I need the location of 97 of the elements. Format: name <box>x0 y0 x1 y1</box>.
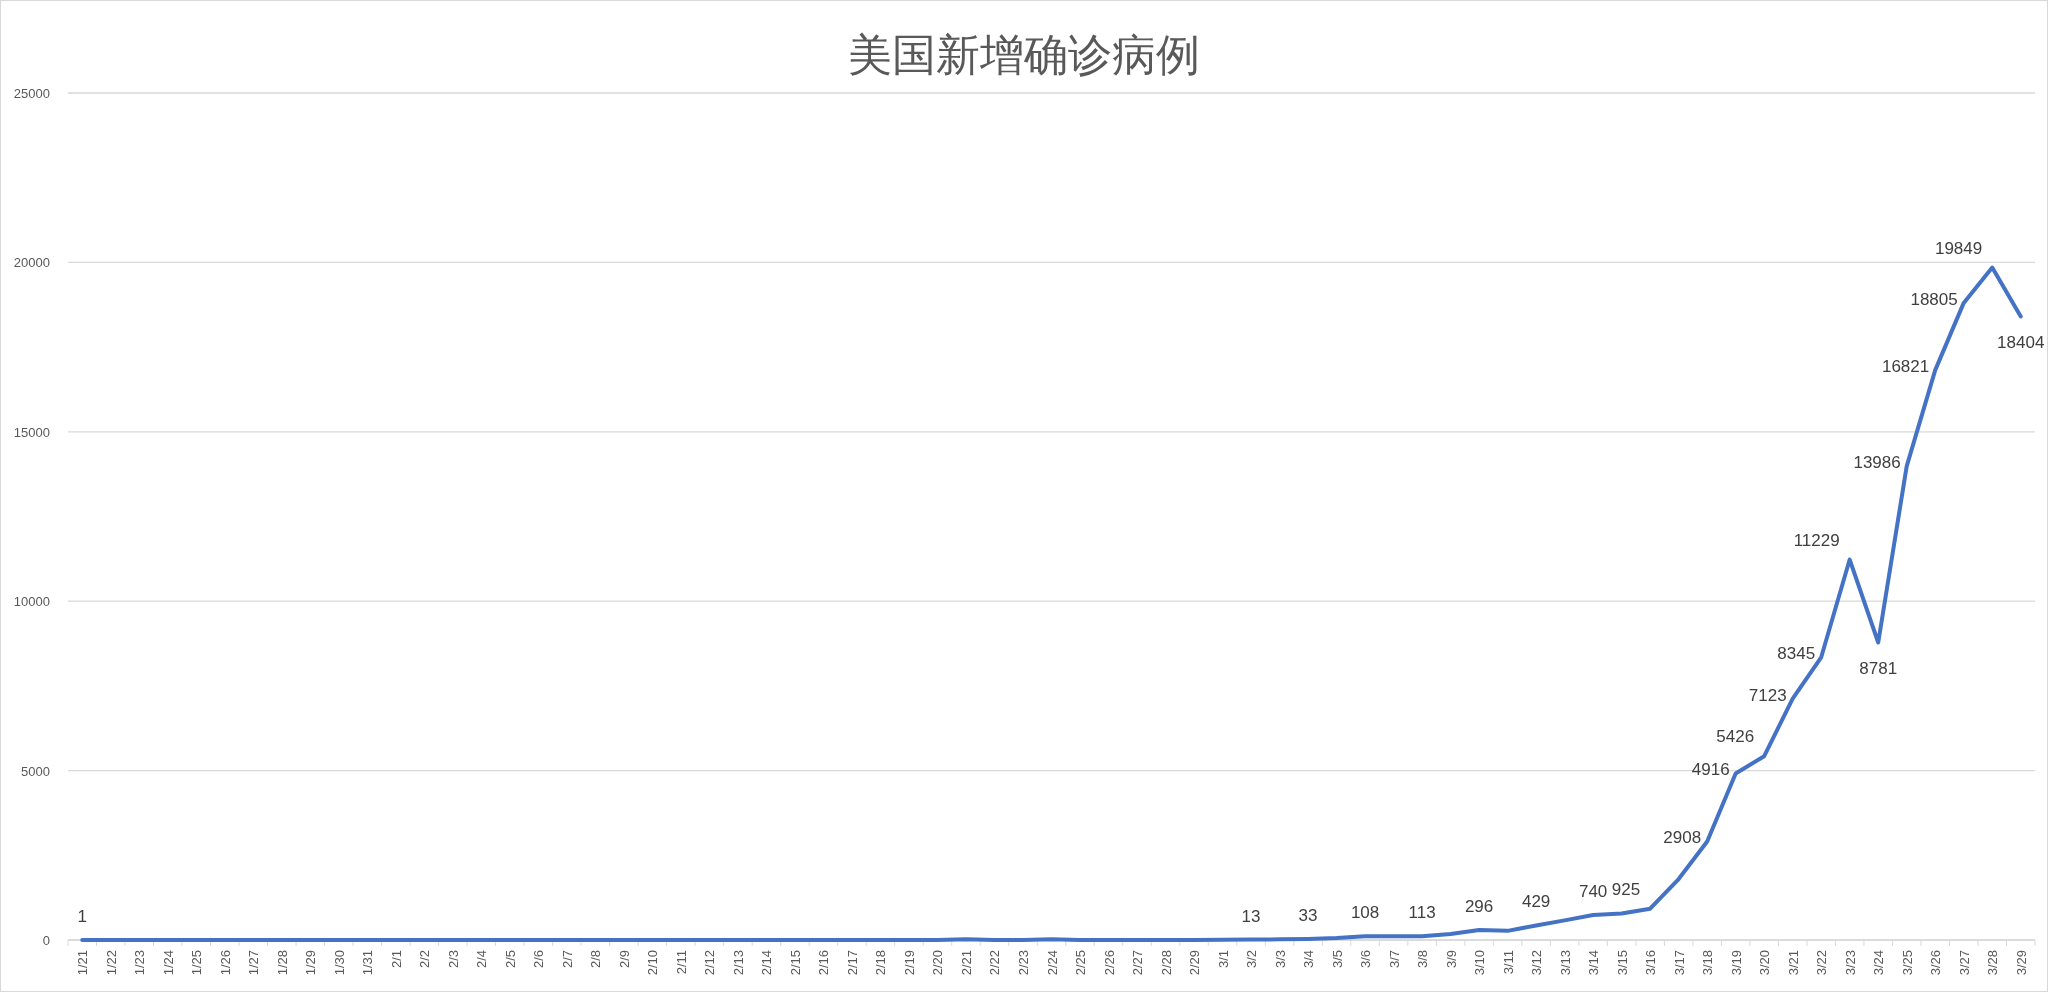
x-tick-label: 3/29 <box>2013 950 2029 976</box>
y-tick-label: 25000 <box>13 86 50 101</box>
x-tick-label: 3/1 <box>1215 950 1231 969</box>
x-tick-label: 2/8 <box>588 950 604 969</box>
x-tick-label: 1/29 <box>303 950 319 976</box>
x-tick-label: 3/6 <box>1358 950 1374 969</box>
x-tick-label: 3/15 <box>1614 950 1630 976</box>
chart-title: 美国新增确诊病例 <box>848 30 1200 79</box>
x-tick-label: 3/18 <box>1700 950 1716 976</box>
x-tick-label: 2/27 <box>1130 950 1146 976</box>
x-tick-label: 2/10 <box>645 950 661 976</box>
x-tick-label: 2/24 <box>1044 950 1060 976</box>
x-tick-label: 3/7 <box>1386 950 1402 969</box>
data-label: 108 <box>1350 903 1380 923</box>
x-tick-label: 1/26 <box>217 950 233 976</box>
x-tick-label: 3/27 <box>1956 950 1972 976</box>
x-tick-label: 3/25 <box>1899 950 1915 976</box>
data-label: 740 <box>1578 881 1608 901</box>
x-tick-label: 1/27 <box>246 950 262 976</box>
data-label: 429 <box>1521 892 1551 912</box>
data-label: 7123 <box>1748 685 1787 705</box>
data-label: 33 <box>1298 905 1318 925</box>
x-tick-label: 3/21 <box>1785 950 1801 976</box>
x-tick-label: 2/11 <box>673 950 689 975</box>
x-tick-label: 2/14 <box>759 950 775 976</box>
x-tick-label: 2/13 <box>730 950 746 976</box>
x-tick-label: 1/30 <box>331 950 347 976</box>
x-tick-label: 1/21 <box>75 950 91 976</box>
data-label: 18404 <box>1997 333 2045 353</box>
x-tick-label: 2/28 <box>1158 950 1174 976</box>
x-tick-label: 3/5 <box>1329 950 1345 969</box>
y-tick-label: 0 <box>42 933 50 948</box>
x-tick-label: 2/25 <box>1073 950 1089 976</box>
x-tick-label: 1/23 <box>132 950 148 976</box>
data-label: 13 <box>1241 906 1261 926</box>
x-tick-label: 2/17 <box>844 950 860 976</box>
x-tick-label: 3/12 <box>1529 950 1545 976</box>
x-tick-label: 2/18 <box>873 950 889 976</box>
data-label: 2908 <box>1663 828 1702 848</box>
data-label: 16821 <box>1881 357 1930 377</box>
x-tick-label: 3/3 <box>1272 950 1288 969</box>
data-label: 5426 <box>1716 727 1755 747</box>
x-tick-label: 1/28 <box>274 950 290 976</box>
x-tick-label: 2/26 <box>1101 950 1117 976</box>
x-tick-label: 2/4 <box>474 950 490 969</box>
x-tick-label: 2/3 <box>445 950 461 969</box>
x-tick-label: 2/7 <box>559 950 575 969</box>
x-tick-label: 3/11 <box>1500 950 1516 975</box>
x-tick-label: 3/26 <box>1928 950 1944 976</box>
x-tick-label: 3/17 <box>1671 950 1687 976</box>
data-label: 11229 <box>1793 530 1840 550</box>
x-tick-label: 3/8 <box>1415 950 1431 969</box>
x-tick-label: 2/16 <box>816 950 832 976</box>
x-tick-label: 2/9 <box>616 950 632 969</box>
x-tick-label: 3/9 <box>1443 950 1459 969</box>
x-tick-label: 2/29 <box>1187 950 1203 976</box>
data-label: 18805 <box>1910 289 1958 309</box>
y-tick-label: 5000 <box>21 763 50 779</box>
x-tick-label: 3/20 <box>1757 950 1773 976</box>
data-label: 4916 <box>1691 760 1730 780</box>
x-tick-label: 2/23 <box>1015 950 1031 976</box>
x-tick-label: 3/2 <box>1244 950 1260 969</box>
data-label: 113 <box>1408 903 1436 923</box>
y-tick-label: 15000 <box>13 424 50 440</box>
x-tick-label: 2/15 <box>787 950 803 976</box>
x-tick-label: 1/24 <box>160 950 176 976</box>
data-label: 8781 <box>1859 659 1898 679</box>
data-label: 1 <box>77 906 87 926</box>
x-tick-label: 2/12 <box>702 950 718 976</box>
data-label: 296 <box>1464 896 1494 916</box>
y-tick-label: 20000 <box>13 255 50 271</box>
x-tick-label: 3/19 <box>1728 950 1744 976</box>
x-tick-label: 2/2 <box>417 950 433 969</box>
x-tick-label: 2/19 <box>901 950 917 976</box>
x-tick-label: 1/22 <box>103 950 119 976</box>
x-tick-label: 3/16 <box>1643 950 1659 976</box>
x-tick-label: 2/20 <box>930 950 946 976</box>
x-tick-label: 3/4 <box>1301 950 1317 969</box>
x-tick-label: 2/21 <box>958 950 974 976</box>
x-tick-label: 3/14 <box>1586 950 1602 976</box>
data-label: 8345 <box>1777 644 1816 664</box>
x-tick-label: 1/31 <box>360 950 376 976</box>
x-tick-label: 3/28 <box>1985 950 2001 976</box>
x-tick-label: 2/1 <box>388 950 404 969</box>
x-tick-label: 3/13 <box>1557 950 1573 976</box>
x-tick-label: 3/24 <box>1871 950 1887 976</box>
x-tick-label: 3/10 <box>1472 950 1488 976</box>
x-tick-label: 3/23 <box>1842 950 1858 976</box>
x-tick-label: 2/5 <box>502 950 518 969</box>
data-label: 13986 <box>1853 453 1901 473</box>
data-label: 19849 <box>1934 238 1983 258</box>
x-tick-label: 1/25 <box>189 950 205 976</box>
data-label: 925 <box>1611 879 1641 899</box>
y-tick-label: 10000 <box>13 594 50 610</box>
x-tick-label: 2/6 <box>531 950 547 969</box>
x-tick-label: 3/22 <box>1814 950 1830 976</box>
x-tick-label: 2/22 <box>987 950 1003 976</box>
